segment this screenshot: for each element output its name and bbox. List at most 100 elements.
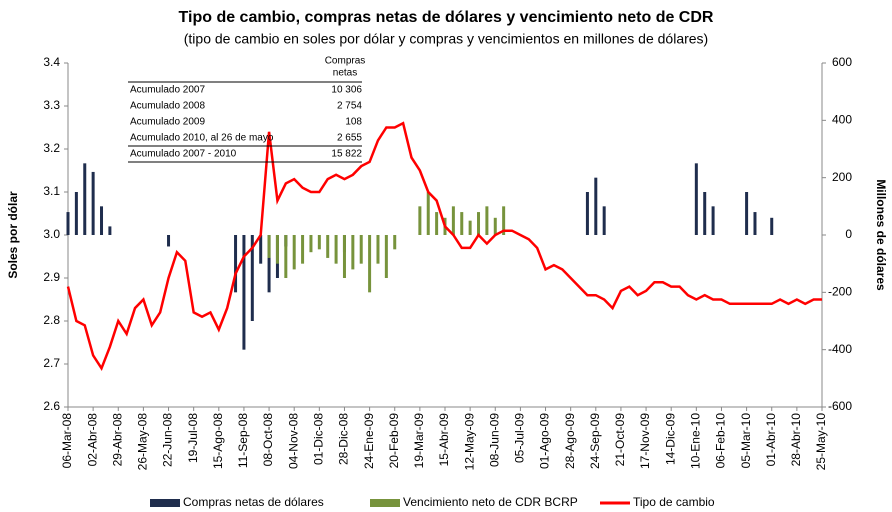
x-tick-label: 01-Dic-08 (312, 413, 326, 465)
line (66, 121, 822, 372)
bar (100, 206, 104, 235)
y-tick-label: 3.1 (43, 184, 60, 198)
x-tick-label: 05-Jul-09 (513, 413, 527, 463)
y2-tick-label: 0 (845, 227, 852, 241)
bar (585, 192, 589, 235)
y-tick-label: 3.3 (43, 98, 60, 112)
x-tick-label: 04-Nov-08 (286, 413, 300, 469)
bar (426, 192, 430, 235)
bar (602, 206, 606, 235)
bar (83, 163, 87, 235)
bar (267, 235, 271, 293)
x-tick-label: 15-Abr-09 (437, 413, 451, 467)
y-tick-label: 2.9 (43, 270, 60, 284)
bar (435, 212, 439, 235)
legend-swatch (370, 499, 400, 507)
x-tick-label: 22-Jun-08 (161, 413, 175, 467)
x-tick-label: 08-Oct-08 (261, 413, 275, 467)
bar (745, 192, 749, 235)
x-tick-label: 25-May-10 (814, 413, 828, 471)
bar (753, 212, 757, 235)
x-tick-label: 10-Ene-10 (689, 413, 703, 469)
y-tick-label: 3.0 (43, 227, 60, 241)
bar (460, 212, 464, 235)
table-cell: 10 306 (331, 85, 362, 96)
table-cell: 108 (345, 117, 362, 128)
bar (384, 235, 388, 278)
y2-tick-label: -600 (828, 399, 852, 413)
y-axis-label: Soles por dólar (6, 191, 20, 279)
legend-swatch (150, 499, 180, 507)
legend-label: Tipo de cambio (633, 495, 715, 509)
bar (468, 220, 472, 235)
y2-tick-label: -200 (828, 285, 852, 299)
bar (703, 192, 707, 235)
x-tick-label: 05-Mar-10 (739, 413, 753, 469)
table-header: Compras (325, 56, 366, 67)
bar (493, 217, 497, 235)
bar (66, 212, 70, 235)
x-tick-label: 14-Dic-09 (663, 413, 677, 465)
bar (393, 235, 397, 250)
bar (301, 235, 305, 264)
y-tick-label: 2.7 (43, 356, 60, 370)
table-cell: Acumulado 2007 - 2010 (130, 149, 237, 160)
bar (359, 235, 363, 264)
bar (477, 212, 481, 235)
table-cell: Acumulado 2010, al 26 de mayo (130, 133, 274, 144)
x-tick-label: 08-Jun-09 (487, 413, 501, 467)
bar (267, 235, 271, 258)
bar (711, 206, 715, 235)
x-tick-label: 11-Sep-08 (236, 413, 250, 468)
bar (259, 235, 263, 264)
bar (326, 235, 330, 258)
x-tick-label: 01-Ago-09 (538, 413, 552, 469)
legend-label: Vencimiento neto de CDR BCRP (403, 495, 578, 509)
x-tick-label: 01-Abr-10 (764, 413, 778, 467)
bar (292, 235, 296, 270)
x-tick-label: 19-Jul-08 (186, 413, 200, 463)
x-tick-label: 29-Abr-08 (110, 413, 124, 467)
x-tick-label: 17-Nov-09 (638, 413, 652, 469)
x-tick-label: 06-Feb-10 (714, 413, 728, 469)
table-cell: Acumulado 2008 (130, 101, 205, 112)
chart-subtitle: (tipo de cambio en soles por dólar y com… (184, 31, 708, 47)
x-tick-label: 20-Feb-09 (387, 413, 401, 469)
x-tick-label: 12-May-09 (462, 413, 476, 471)
table-cell: Acumulado 2009 (130, 117, 205, 128)
bar (770, 217, 774, 235)
table-header: netas (333, 68, 357, 79)
bar (418, 206, 422, 235)
chart-title: Tipo de cambio, compras netas de dólares… (179, 9, 714, 26)
bar (275, 235, 279, 264)
table-cell: 2 754 (337, 101, 362, 112)
x-tick-label: 06-Mar-08 (60, 413, 74, 469)
x-tick-label: 28-Ago-09 (563, 413, 577, 469)
y-tick-label: 3.2 (43, 141, 60, 155)
bar (108, 226, 112, 235)
y2-axis-label: Millones de dólares (874, 179, 888, 291)
bar (234, 235, 238, 293)
x-tick-label: 26-May-08 (136, 413, 150, 471)
x-tick-label: 28-Abr-10 (789, 413, 803, 467)
bar (342, 235, 346, 278)
bar (242, 235, 246, 350)
bar (594, 177, 598, 235)
x-tick-label: 02-Abr-08 (85, 413, 99, 467)
bar (74, 192, 78, 235)
x-tick-label: 15-Ago-08 (211, 413, 225, 469)
bar (167, 235, 171, 247)
bar (502, 206, 506, 235)
x-tick-label: 24-Ene-09 (362, 413, 376, 469)
x-tick-label: 28-Dic-08 (337, 413, 351, 465)
table-cell: 15 822 (331, 149, 362, 160)
bar (317, 235, 321, 250)
y2-tick-label: 200 (832, 170, 852, 184)
bar (284, 235, 288, 278)
bar (485, 206, 489, 235)
bar (309, 235, 313, 253)
table-cell: Acumulado 2007 (130, 85, 205, 96)
table-cell: 2 655 (337, 133, 362, 144)
y2-tick-label: -400 (828, 342, 852, 356)
